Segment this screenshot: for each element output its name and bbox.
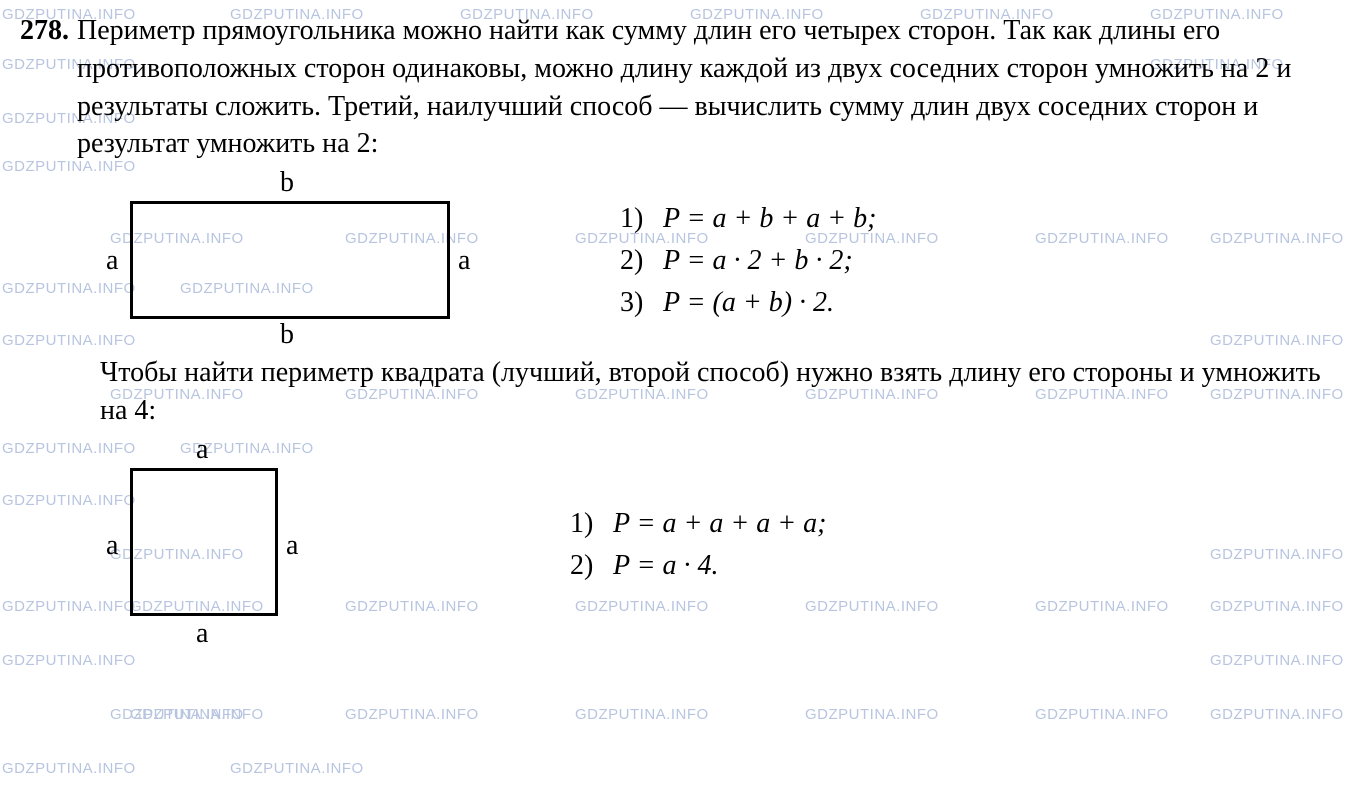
sq-label-right: a: [286, 530, 298, 562]
sq-formula-1: 1) P = a + a + a + a;: [570, 503, 827, 545]
problem-number: 278.: [20, 15, 69, 47]
watermark-text: GDZPUTINA.INFO: [2, 760, 136, 777]
rect-label-top: b: [280, 167, 294, 199]
watermark-text: GDZPUTINA.INFO: [345, 706, 479, 723]
watermark-text: GDZPUTINA.INFO: [575, 706, 709, 723]
square-shape: [130, 468, 278, 616]
sq-label-left: a: [106, 530, 118, 562]
watermark-text: GDZPUTINA.INFO: [230, 760, 364, 777]
watermark-text: GDZPUTINA.INFO: [1035, 706, 1169, 723]
watermark-text: GDZPUTINA.INFO: [110, 706, 244, 723]
sq-label-bottom: a: [196, 618, 208, 650]
rect-label-left: a: [106, 245, 118, 277]
square-formulas: 1) P = a + a + a + a; 2) P = a · 4.: [570, 503, 827, 587]
sq-label-top: a: [196, 434, 208, 466]
rectangle-formulas: 1) P = a + b + a + b; 2) P = a · 2 + b ·…: [620, 198, 877, 324]
watermark-text: GDZPUTINA.INFO: [130, 706, 264, 723]
watermark-text: GDZPUTINA.INFO: [1210, 706, 1344, 723]
sq-formula-2: 2) P = a · 4.: [570, 545, 827, 587]
rect-formula-1: 1) P = a + b + a + b;: [620, 198, 877, 240]
rectangle-diagram: b b a a: [100, 173, 480, 348]
problem-paragraph-1: Периметр прямоугольника можно найти как …: [77, 12, 1331, 163]
rectangle-figure-row: b b a a 1) P = a + b + a + b; 2) P = a ·…: [100, 173, 1331, 348]
rect-formula-2: 2) P = a · 2 + b · 2;: [620, 240, 877, 282]
problem-paragraph-2: Чтобы найти периметр квадрата (лучший, в…: [100, 354, 1331, 430]
rect-formula-3: 3) P = (a + b) · 2.: [620, 282, 877, 324]
problem-content: 278. Периметр прямоугольника можно найти…: [0, 0, 1351, 670]
square-figure-row: a a a a 1) P = a + a + a + a; 2) P = a ·…: [100, 440, 1331, 650]
rect-label-right: a: [458, 245, 470, 277]
watermark-text: GDZPUTINA.INFO: [805, 706, 939, 723]
problem: 278. Периметр прямоугольника можно найти…: [20, 12, 1331, 163]
rectangle-shape: [130, 201, 450, 319]
square-diagram: a a a a: [100, 440, 310, 650]
rect-label-bottom: b: [280, 319, 294, 351]
